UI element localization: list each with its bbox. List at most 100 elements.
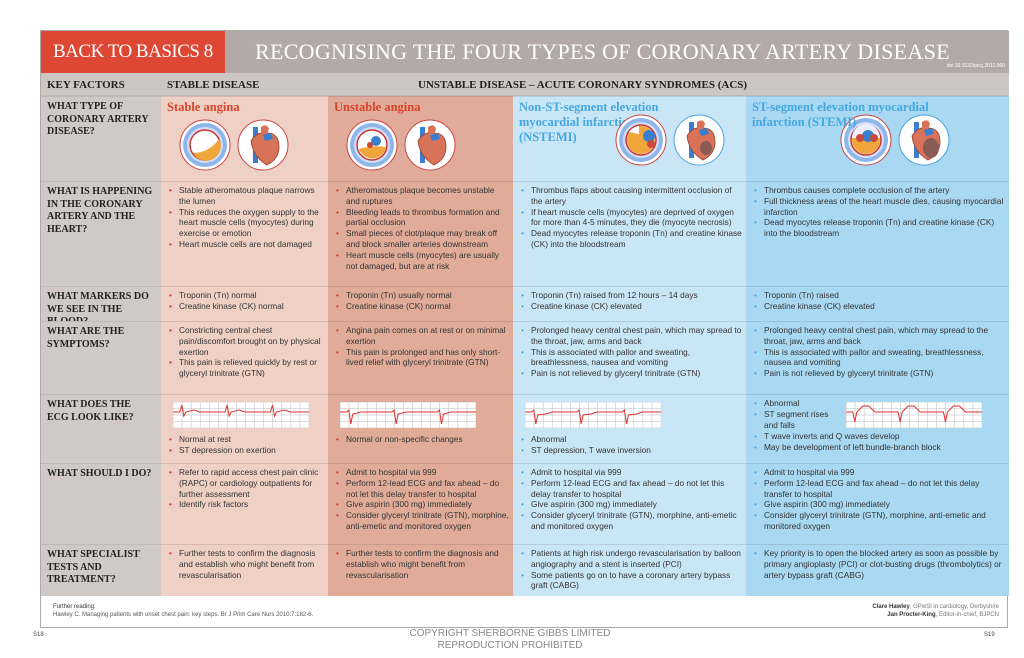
- bullet-list: Troponin (Tn) normalCreatine kinase (CK)…: [167, 290, 324, 312]
- bullet-list: Key priority is to open the blocked arte…: [752, 548, 1005, 580]
- comparison-table: KEY FACTORS STABLE DISEASE UNSTABLE DISE…: [41, 73, 1009, 596]
- bullet-item: Consider glyceryl trinitrate (GTN), morp…: [519, 510, 742, 532]
- bullet-item: Give aspirin (300 mg) immediately: [334, 499, 509, 510]
- heart-icon: [237, 119, 289, 171]
- table-cell: Unstable angina: [328, 96, 513, 181]
- bullet-item: Key priority is to open the blocked arte…: [752, 548, 1005, 580]
- page-number-left: S18: [33, 632, 44, 638]
- bullet-item: Patients at high risk undergo revascular…: [519, 548, 742, 570]
- copyright-notice: COPYRIGHT SHERBORNE GIBBS LIMITED REPROD…: [360, 628, 660, 652]
- table-cell: Patients at high risk undergo revascular…: [513, 544, 746, 596]
- bullet-list: Atheromatous plaque becomes unstable and…: [334, 185, 509, 271]
- bullet-list: Normal at restST depression on exertion: [167, 434, 324, 456]
- bullet-item: Further tests to confirm the diagnosis a…: [334, 548, 509, 580]
- bullet-list: AbnormalST segment rises and falls: [752, 398, 832, 430]
- bullet-list: Refer to rapid access chest pain clinic …: [167, 467, 324, 510]
- table-cell: Troponin (Tn) usually normalCreatine kin…: [328, 286, 513, 321]
- author-name: Clare Hawley: [872, 604, 910, 610]
- bullet-item: Give aspirin (300 mg) immediately: [752, 499, 1005, 510]
- bullet-item: Heart muscle cells (myocytes) are usuall…: [334, 250, 509, 272]
- title-bar: BACK TO BASICS 8 RECOGNISING THE FOUR TY…: [41, 31, 1009, 73]
- table-cell: AbnormalST depression, T wave inversion: [513, 394, 746, 463]
- row-label: What are the symptoms?: [41, 321, 161, 394]
- series-badge: BACK TO BASICS 8: [41, 31, 225, 73]
- bullet-item: Dead myocytes release troponin (Tn) and …: [519, 228, 742, 250]
- bullet-item: Creatine kinase (CK) elevated: [519, 301, 742, 312]
- bullet-item: Normal or non-specific changes: [334, 434, 509, 445]
- bullet-item: Prolonged heavy central chest pain, whic…: [752, 325, 1005, 347]
- bullet-item: Perform 12-lead ECG and fax ahead – do n…: [519, 478, 742, 500]
- bullet-list: AbnormalST depression, T wave inversion: [519, 434, 742, 456]
- bullet-item: Full thickness areas of the heart muscle…: [752, 196, 1005, 218]
- row-label: What does the ECG look like?: [41, 394, 161, 463]
- bullet-list: Angina pain comes on at rest or on minim…: [334, 325, 509, 368]
- bullet-item: This pain is prolonged and has only shor…: [334, 347, 509, 369]
- bullet-item: Heart muscle cells are not damaged: [167, 239, 324, 250]
- bullet-item: Abnormal: [519, 434, 742, 445]
- artery-cross-section-icon: [840, 114, 892, 166]
- bullet-item: Consider glyceryl trinitrate (GTN), morp…: [752, 510, 1005, 532]
- bullet-item: ST depression, T wave inversion: [519, 445, 742, 456]
- bullet-list: Troponin (Tn) raised from 12 hours – 14 …: [519, 290, 742, 312]
- bullet-item: If heart muscle cells (myocytes) are dep…: [519, 207, 742, 229]
- bullet-list: Admit to hospital via 999Perform 12-lead…: [334, 467, 509, 532]
- table-cell: Prolonged heavy central chest pain, whic…: [746, 321, 1009, 394]
- bullet-item: Some patients go on to have a coronary a…: [519, 570, 742, 592]
- bullet-item: Perform 12-lead ECG and fax ahead – do n…: [752, 478, 1005, 500]
- infographic-page: BACK TO BASICS 8 RECOGNISING THE FOUR TY…: [40, 30, 1009, 628]
- bullet-item: Perform 12-lead ECG and fax ahead – do n…: [334, 478, 509, 500]
- row-label: What type of coronary artery disease?: [41, 96, 161, 181]
- row-label: What markers do we see in the blood?: [41, 286, 161, 327]
- ecg-trace: [172, 401, 310, 429]
- artery-cross-section-icon: [179, 119, 231, 171]
- header-key-factors: KEY FACTORS: [41, 73, 161, 96]
- row-label: What is happening in the coronary artery…: [41, 181, 161, 286]
- bullet-item: Angina pain comes on at rest or on minim…: [334, 325, 509, 347]
- bullet-list: Prolonged heavy central chest pain, whic…: [752, 325, 1005, 379]
- author-role: , Editor-in-chief, BJPCN: [935, 612, 999, 618]
- row-label: What should I do?: [41, 463, 161, 544]
- header-stable: STABLE DISEASE: [161, 73, 328, 96]
- bullet-item: ST depression on exertion: [167, 445, 324, 456]
- heart-icon: [898, 114, 950, 166]
- bullet-item: This is associated with pallor and sweat…: [519, 347, 742, 369]
- bullet-item: Identify risk factors: [167, 499, 324, 510]
- bullet-item: Dead myocytes release troponin (Tn) and …: [752, 217, 1005, 239]
- table-cell: Stable atheromatous plaque narrows the l…: [161, 181, 328, 286]
- further-reading-label: Further reading:: [53, 604, 96, 610]
- table-cell: Further tests to confirm the diagnosis a…: [161, 544, 328, 596]
- further-reading: Further reading: Hawley C. Managing pati…: [53, 603, 313, 619]
- bullet-item: T wave inverts and Q waves develop: [752, 431, 1005, 442]
- copyright-line: COPYRIGHT SHERBORNE GIBBS LIMITED: [409, 628, 611, 639]
- table-cell: Normal or non-specific changes: [328, 394, 513, 463]
- table-cell: Stable angina: [161, 96, 328, 181]
- table-cell: Prolonged heavy central chest pain, whic…: [513, 321, 746, 394]
- artery-cross-section-icon: [615, 114, 667, 166]
- table-cell: Key priority is to open the blocked arte…: [746, 544, 1009, 596]
- table-cell: Refer to rapid access chest pain clinic …: [161, 463, 328, 544]
- bullet-item: May be development of left bundle-branch…: [752, 442, 1005, 453]
- bullet-item: Troponin (Tn) normal: [167, 290, 324, 301]
- bullet-item: Bleeding leads to thrombus formation and…: [334, 207, 509, 229]
- table-cell: Admit to hospital via 999Perform 12-lead…: [746, 463, 1009, 544]
- table-cell: Non-ST-segment elevation myocardial infa…: [513, 96, 746, 181]
- author-role: , GPwSI in cardiology, Derbyshire: [909, 604, 999, 610]
- disease-type-title: ST-segment elevation myocardial infarcti…: [752, 100, 929, 129]
- table-cell: Thrombus causes complete occlusion of th…: [746, 181, 1009, 286]
- bullet-list: Constricting central chest pain/discomfo…: [167, 325, 324, 379]
- author-name: Jan Procter-King: [887, 612, 936, 618]
- bullet-list: Prolonged heavy central chest pain, whic…: [519, 325, 742, 379]
- doi: doi:10.3132/pccj.2011.060: [946, 63, 1005, 69]
- bullet-item: Abnormal: [752, 398, 832, 409]
- bullet-item: Stable atheromatous plaque narrows the l…: [167, 185, 324, 207]
- table-cell: Angina pain comes on at rest or on minim…: [328, 321, 513, 394]
- bullet-item: This pain is relieved quickly by rest or…: [167, 357, 324, 379]
- heart-icon: [673, 114, 725, 166]
- bullet-item: ST segment rises and falls: [752, 409, 832, 431]
- bullet-item: Admit to hospital via 999: [519, 467, 742, 478]
- disease-type-title: Non-ST-segment elevation myocardial infa…: [519, 100, 659, 144]
- bullet-item: Prolonged heavy central chest pain, whic…: [519, 325, 742, 347]
- bullet-list: Troponin (Tn) raisedCreatine kinase (CK)…: [752, 290, 1005, 312]
- bullet-list: Admit to hospital via 999Perform 12-lead…: [752, 467, 1005, 532]
- bullet-item: Troponin (Tn) raised from 12 hours – 14 …: [519, 290, 742, 301]
